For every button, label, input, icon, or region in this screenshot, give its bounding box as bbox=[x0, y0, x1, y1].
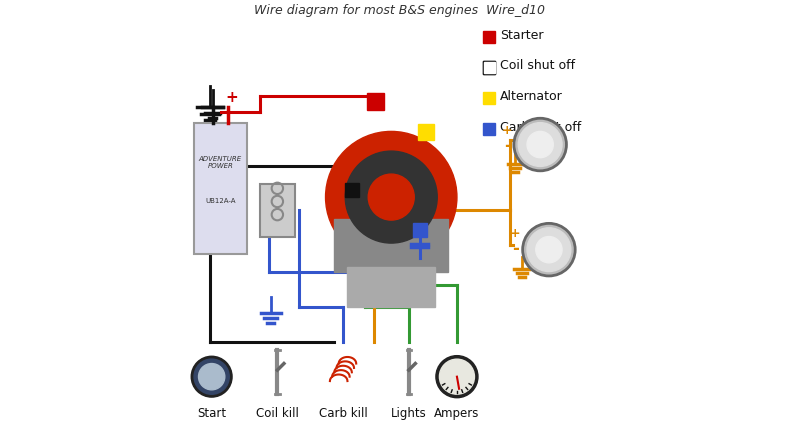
Text: -: - bbox=[512, 240, 518, 258]
Bar bbox=[483, 61, 495, 74]
Bar bbox=[347, 267, 435, 307]
Circle shape bbox=[536, 237, 562, 263]
Bar bbox=[483, 31, 495, 43]
Text: Carb shut off: Carb shut off bbox=[500, 120, 581, 134]
Circle shape bbox=[527, 131, 554, 158]
Text: +: + bbox=[226, 90, 238, 105]
Bar bbox=[483, 61, 495, 74]
Circle shape bbox=[527, 228, 571, 272]
Bar bbox=[483, 92, 495, 104]
Circle shape bbox=[368, 174, 414, 220]
Bar bbox=[260, 184, 295, 237]
Bar bbox=[413, 223, 427, 237]
Bar bbox=[418, 124, 434, 140]
Text: +: + bbox=[502, 124, 513, 137]
Text: Coil kill: Coil kill bbox=[256, 407, 298, 420]
Bar bbox=[194, 123, 246, 254]
Circle shape bbox=[326, 131, 457, 263]
Text: Start: Start bbox=[197, 407, 226, 420]
Text: ADVENTURE
POWER: ADVENTURE POWER bbox=[199, 155, 242, 169]
Circle shape bbox=[514, 118, 566, 171]
Text: Alternator: Alternator bbox=[500, 90, 562, 103]
Text: Wire diagram for most B&S engines  Wire_d10: Wire diagram for most B&S engines Wire_d… bbox=[254, 4, 546, 18]
Circle shape bbox=[346, 151, 438, 243]
Circle shape bbox=[198, 364, 225, 390]
Text: Coil shut off: Coil shut off bbox=[500, 59, 575, 72]
Bar bbox=[484, 62, 495, 73]
Bar bbox=[483, 123, 495, 135]
Circle shape bbox=[518, 123, 562, 166]
Circle shape bbox=[439, 359, 474, 394]
Text: Ampers: Ampers bbox=[434, 407, 480, 420]
Text: Lights: Lights bbox=[391, 407, 426, 420]
Bar bbox=[367, 93, 384, 110]
Bar bbox=[346, 183, 359, 197]
Text: Carb kill: Carb kill bbox=[318, 407, 367, 420]
Text: +: + bbox=[510, 226, 521, 240]
Circle shape bbox=[192, 357, 231, 396]
Bar bbox=[334, 219, 448, 272]
Text: Starter: Starter bbox=[500, 28, 543, 42]
Text: UB12A-A: UB12A-A bbox=[205, 198, 236, 205]
Circle shape bbox=[522, 223, 575, 276]
Circle shape bbox=[436, 356, 478, 398]
Text: -: - bbox=[504, 137, 510, 155]
Bar bbox=[485, 63, 494, 72]
